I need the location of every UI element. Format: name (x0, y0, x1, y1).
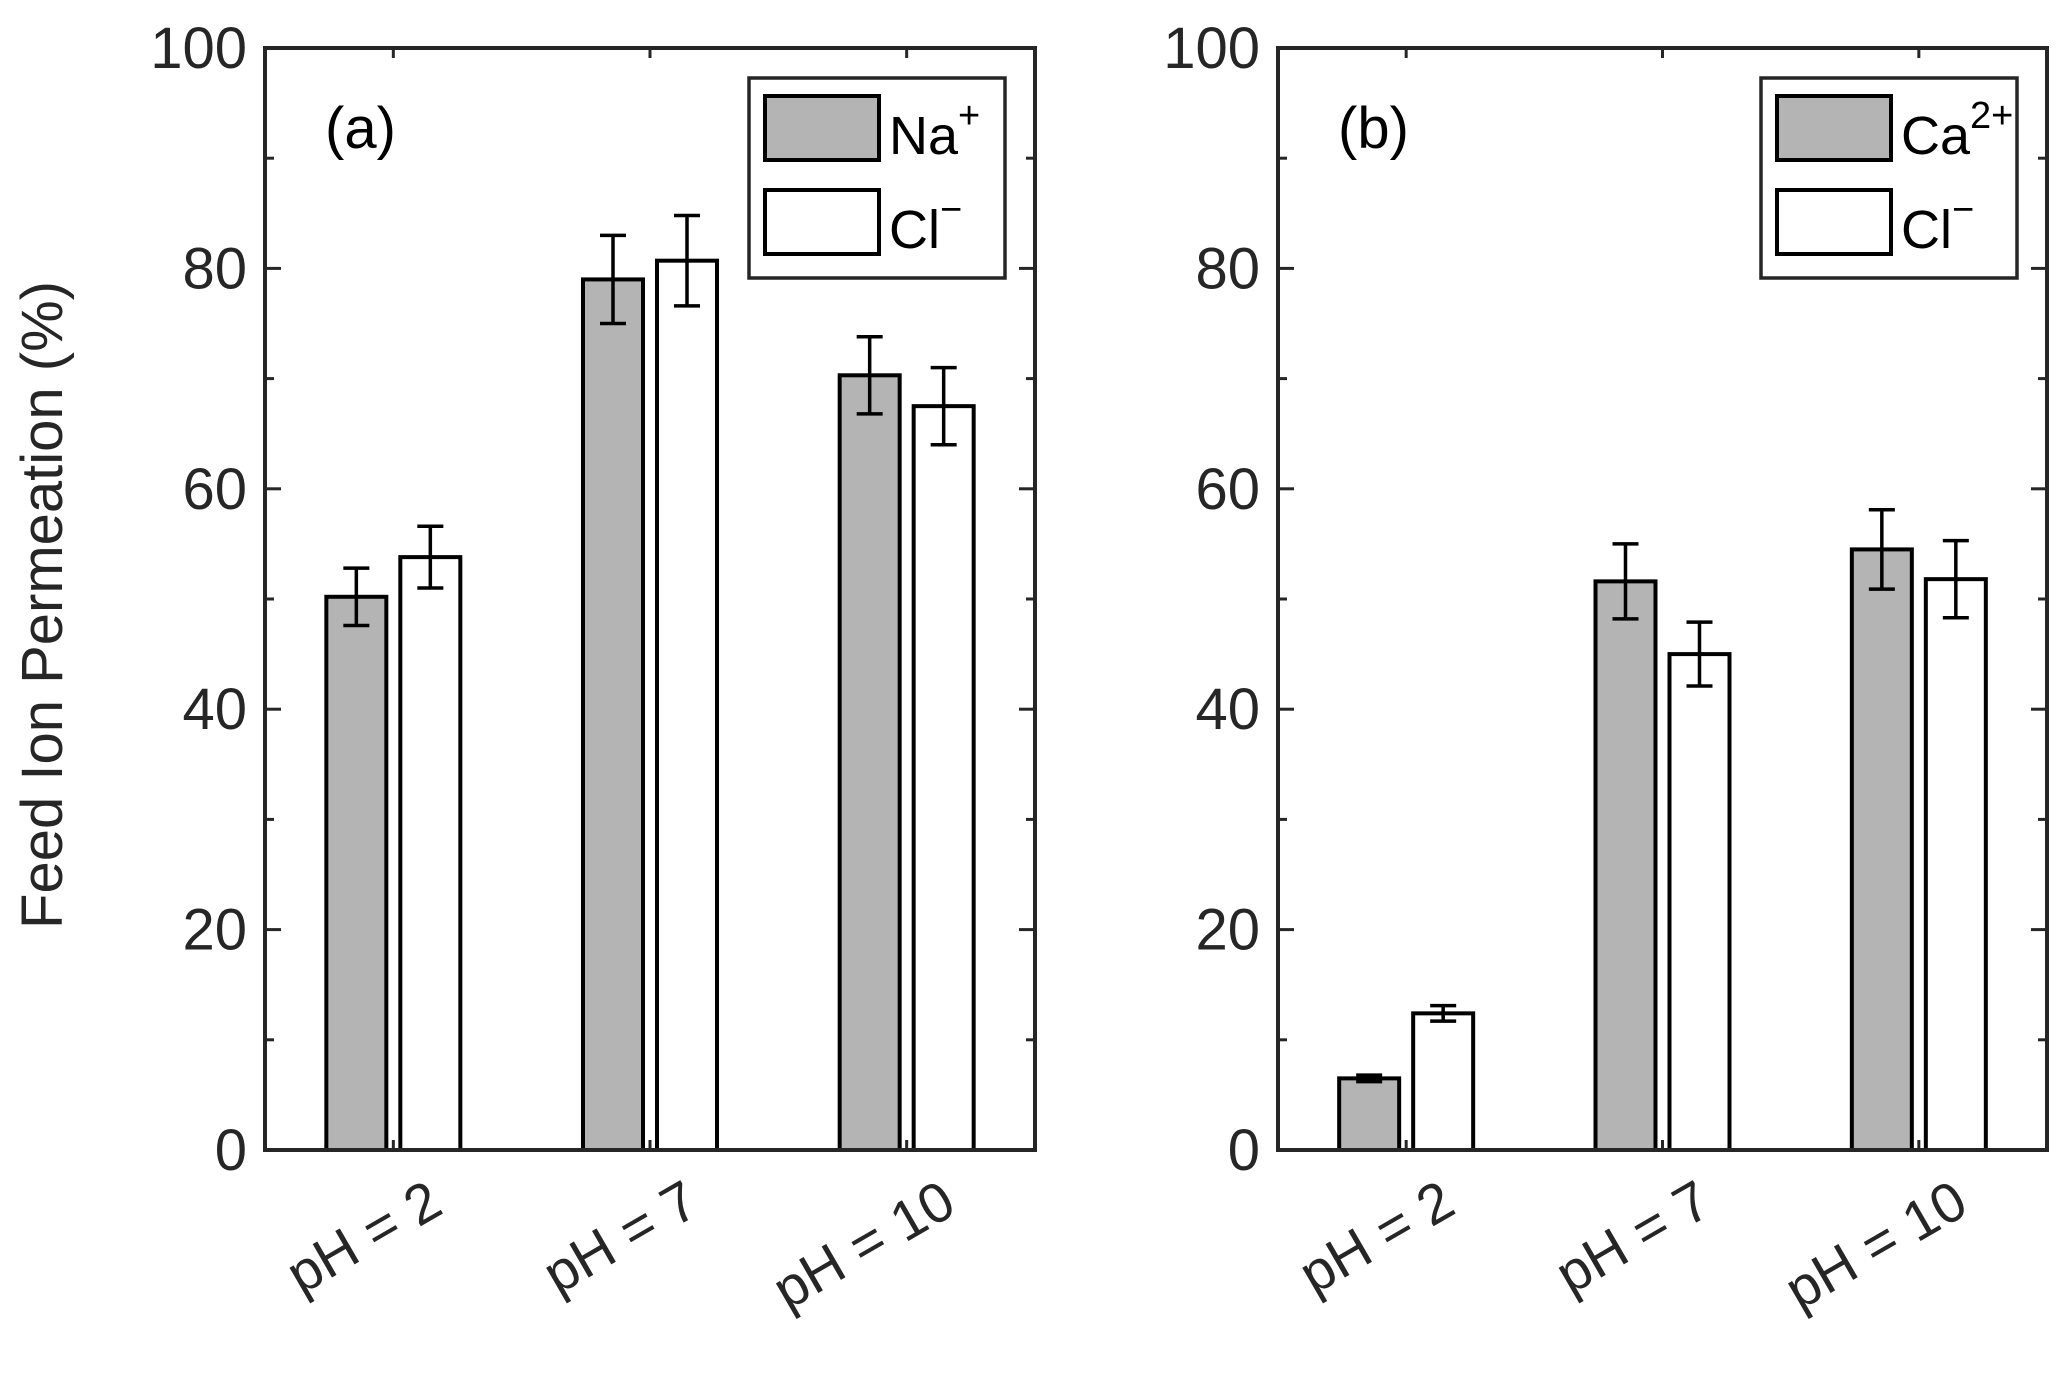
legend-entry-charge: − (940, 189, 962, 231)
legend-entry-name: Cl (889, 200, 940, 260)
legend-entry-name: Cl (1901, 200, 1952, 260)
error-bar (1686, 620, 1713, 688)
y-tick-label: 80 (1195, 236, 1260, 301)
error-bar (1612, 542, 1639, 621)
y-tick-label: 40 (1195, 677, 1260, 742)
legend-swatch (763, 94, 881, 162)
legend-entry-name: Na (889, 106, 959, 166)
error-bar (1430, 1003, 1457, 1023)
y-tick-label: 0 (1228, 1118, 1260, 1183)
bar-a-na-3 (837, 373, 902, 1152)
y-tick-label: 60 (1195, 457, 1260, 522)
bar-b-ca-2 (1593, 579, 1658, 1152)
bar-a-cl-1 (398, 555, 463, 1152)
legend-entry: Na+ (889, 95, 980, 166)
legend: Na+ Cl− (747, 76, 1007, 280)
bar-b-cl-1 (1411, 1011, 1476, 1152)
y-tick-label: 20 (1195, 898, 1260, 963)
error-bar (343, 566, 370, 628)
panel-b: pH = 2 pH = 7 pH = 10 0 20 40 60 80 100 (b) Ca2+ Cl… (1163, 16, 2049, 1321)
legend-entry: Cl− (1901, 189, 1974, 260)
x-tick-label: pH = 10 (1774, 1168, 1977, 1321)
y-tick-label: 80 (182, 236, 247, 301)
panel-label: (b) (1338, 96, 1409, 161)
bar-a-na-1 (324, 594, 389, 1152)
legend: Ca2+ Cl− (1759, 76, 2019, 280)
bar-b-cl-3 (1923, 577, 1988, 1152)
error-bar (600, 233, 626, 326)
bar-a-cl-2 (655, 258, 719, 1153)
legend-entry-charge: 2+ (1970, 95, 2013, 137)
bar-b-ca-1 (1337, 1076, 1402, 1152)
bar-a-na-2 (581, 277, 645, 1153)
panel-label: (a) (325, 96, 396, 161)
legend-entry-charge: + (958, 95, 980, 137)
legend-entry-name: Ca (1901, 106, 1971, 166)
error-bar (417, 524, 444, 590)
panel-a: pH = 2 pH = 7 pH = 10 0 20 40 60 80 100 (a) Na+ Cl− (150, 16, 1037, 1321)
x-tick-label: pH = 7 (532, 1168, 708, 1306)
legend-entry: Ca2+ (1901, 95, 2013, 166)
legend-entry: Cl− (889, 189, 962, 260)
x-tick-label: pH = 10 (762, 1168, 965, 1321)
bar-a-cl-3 (911, 404, 976, 1152)
x-tick-label: pH = 2 (1288, 1168, 1464, 1306)
legend-entry-charge: − (1952, 189, 1974, 231)
y-tick-label: 100 (150, 16, 247, 81)
x-tick-label: pH = 2 (276, 1168, 452, 1306)
legend-swatch (763, 188, 881, 256)
error-bar (856, 334, 883, 416)
legend-swatch (1775, 94, 1893, 162)
y-tick-label: 0 (215, 1118, 247, 1183)
y-tick-label: 100 (1163, 16, 1260, 81)
error-bar (674, 213, 700, 308)
bar-b-ca-3 (1849, 547, 1914, 1152)
y-tick-label: 60 (182, 457, 247, 522)
y-tick-label: 20 (182, 898, 247, 963)
error-bar (1942, 538, 1969, 620)
x-tick-label: pH = 7 (1545, 1168, 1721, 1306)
bar-b-cl-2 (1667, 652, 1732, 1152)
legend-swatch (1775, 188, 1893, 256)
error-bar (930, 365, 957, 447)
error-bar (1356, 1073, 1383, 1084)
y-axis-label: Feed Ion Permeation (%) (10, 281, 75, 929)
y-tick-label: 40 (182, 677, 247, 742)
error-bar (1868, 507, 1895, 591)
